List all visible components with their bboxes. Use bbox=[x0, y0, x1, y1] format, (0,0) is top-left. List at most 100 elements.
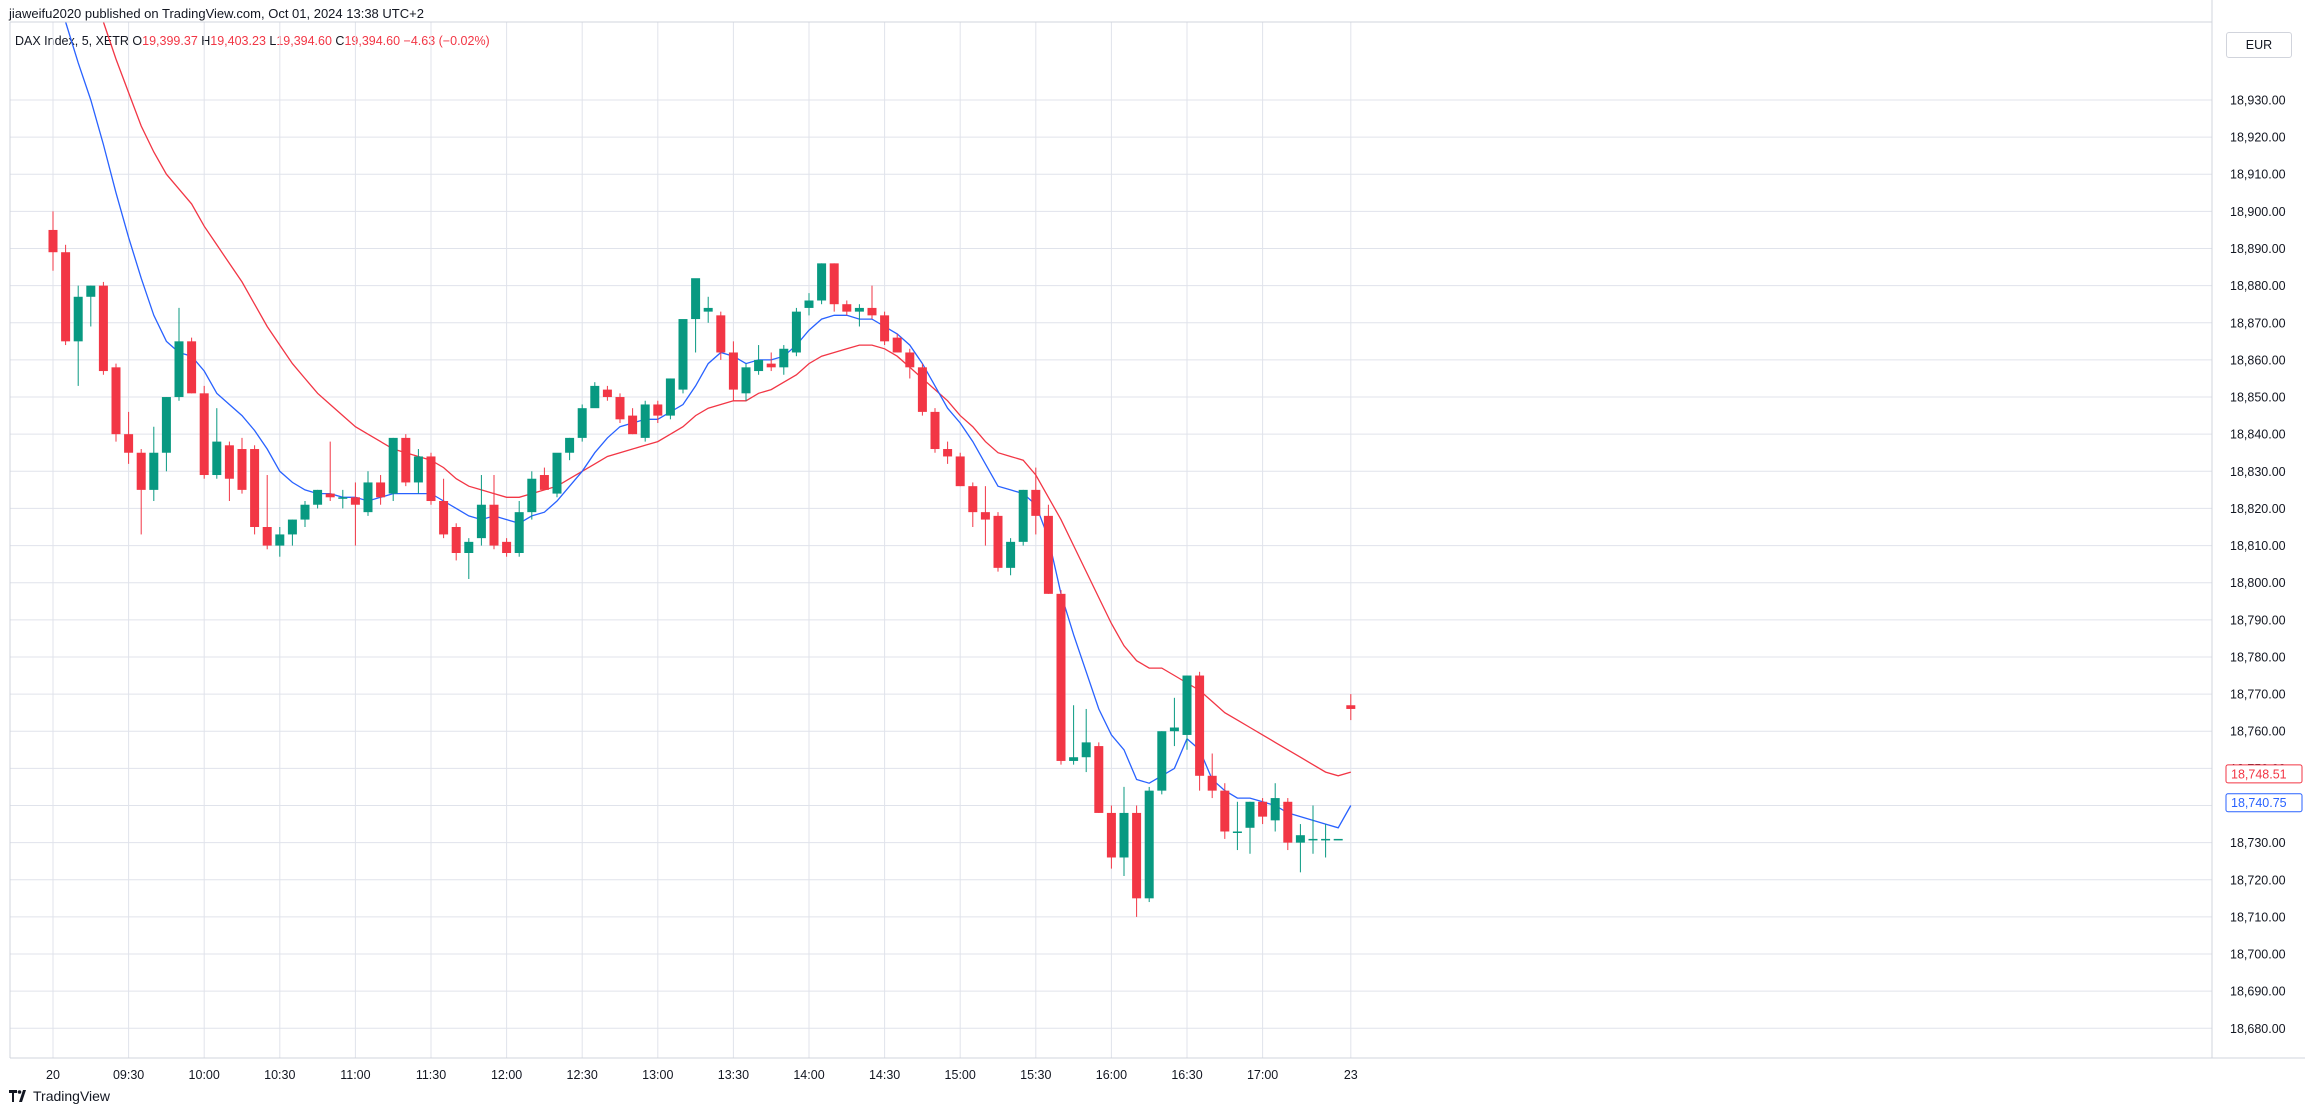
candle-up bbox=[1245, 801, 1255, 854]
price-chart[interactable]: 18,680.00 18,690.00 18,700.00 18,710.00 18,7… bbox=[0, 0, 2305, 1080]
candle-body bbox=[1031, 489, 1041, 516]
candle-body bbox=[1182, 675, 1192, 735]
y-tick-label: 18,840.00 bbox=[2230, 428, 2286, 442]
candle-body bbox=[1245, 801, 1255, 828]
candle-body bbox=[628, 415, 638, 435]
candle-down bbox=[880, 311, 890, 346]
candle-down bbox=[766, 352, 776, 372]
candle-body bbox=[300, 504, 310, 520]
candle-up bbox=[86, 285, 96, 327]
candle-down bbox=[124, 411, 134, 464]
candle-down bbox=[502, 538, 512, 557]
candle-down bbox=[993, 512, 1003, 572]
candle-body bbox=[325, 493, 335, 498]
candle-up bbox=[514, 501, 524, 557]
candle-body bbox=[439, 501, 449, 535]
candle-body bbox=[829, 263, 839, 305]
candle-body bbox=[237, 449, 247, 490]
open-value: 19,399.37 bbox=[142, 34, 198, 48]
candle-body bbox=[1195, 675, 1205, 776]
y-tick-label: 18,920.00 bbox=[2230, 131, 2286, 145]
x-tick-label: 15:30 bbox=[1020, 1068, 1051, 1080]
candle-down bbox=[262, 475, 272, 550]
candle-body bbox=[98, 285, 108, 372]
currency-button[interactable]: EUR bbox=[2226, 32, 2292, 58]
candle-body bbox=[678, 319, 688, 390]
candle-up bbox=[174, 307, 184, 401]
y-tick-label: 18,870.00 bbox=[2230, 316, 2286, 330]
candle-down bbox=[426, 452, 436, 505]
candle-down bbox=[1207, 753, 1217, 799]
candle-down bbox=[980, 486, 990, 546]
candle-body bbox=[930, 411, 940, 450]
y-tick-label: 18,790.00 bbox=[2230, 613, 2286, 627]
candle-body bbox=[48, 229, 58, 253]
candle-up bbox=[804, 293, 814, 316]
y-tick-label: 18,700.00 bbox=[2230, 948, 2286, 962]
candle-body bbox=[1006, 541, 1016, 568]
low-label: L bbox=[269, 34, 277, 48]
candle-down bbox=[716, 311, 726, 360]
candle-body bbox=[212, 441, 222, 476]
candle-down bbox=[1043, 504, 1053, 594]
candle-down bbox=[376, 475, 386, 505]
candle-body bbox=[149, 452, 159, 490]
tradingview-logo-icon bbox=[9, 1089, 29, 1105]
y-tick-label: 18,680.00 bbox=[2230, 1022, 2286, 1036]
candle-down bbox=[224, 441, 234, 502]
close-label: C bbox=[335, 34, 345, 48]
candle-up bbox=[779, 345, 789, 375]
candle-body bbox=[1308, 838, 1318, 841]
candle-up bbox=[640, 400, 650, 442]
candle-body bbox=[577, 408, 587, 438]
candle-up bbox=[552, 452, 562, 498]
candle-body bbox=[502, 541, 512, 553]
candle-body bbox=[313, 489, 323, 505]
candle-body bbox=[476, 504, 486, 539]
x-tick-label: 12:00 bbox=[491, 1068, 522, 1080]
candle-body bbox=[199, 393, 209, 476]
candle-body bbox=[980, 512, 990, 520]
y-tick-label: 18,860.00 bbox=[2230, 353, 2286, 367]
candle-up bbox=[590, 382, 600, 409]
y-tick-label: 18,730.00 bbox=[2230, 836, 2286, 850]
x-tick-label: 14:00 bbox=[793, 1068, 824, 1080]
open-label: O bbox=[132, 34, 143, 48]
candle-body bbox=[1346, 705, 1356, 709]
candle-up bbox=[73, 285, 83, 386]
candle-down bbox=[892, 333, 902, 353]
candle-down bbox=[1106, 805, 1116, 869]
candle-up bbox=[1157, 731, 1167, 795]
candle-body bbox=[388, 437, 398, 494]
candle-body bbox=[451, 527, 461, 553]
candle-body bbox=[880, 315, 890, 342]
x-tick-label: 14:30 bbox=[869, 1068, 900, 1080]
candle-down bbox=[325, 441, 335, 502]
y-tick-label: 18,690.00 bbox=[2230, 985, 2286, 999]
candle-body bbox=[1258, 801, 1268, 817]
fast-ma-price-label-box bbox=[2225, 793, 2303, 813]
candle-body bbox=[464, 541, 474, 553]
candle-down bbox=[187, 337, 197, 394]
tradingview-footer[interactable]: TradingView bbox=[9, 1088, 110, 1105]
candle-body bbox=[514, 512, 524, 553]
y-tick-label: 18,850.00 bbox=[2230, 391, 2286, 405]
candle-body bbox=[1321, 838, 1331, 841]
tradingview-brand: TradingView bbox=[33, 1088, 111, 1104]
candle-down bbox=[1094, 742, 1104, 813]
candle-down bbox=[539, 467, 549, 490]
candle-down bbox=[1346, 694, 1356, 721]
candle-down bbox=[1195, 671, 1205, 791]
candle-down bbox=[439, 478, 449, 539]
candle-down bbox=[1258, 798, 1268, 825]
candle-down bbox=[867, 285, 877, 320]
candle-up bbox=[363, 471, 373, 516]
candle-up bbox=[388, 437, 398, 502]
x-tick-label: 09:30 bbox=[113, 1068, 144, 1080]
candle-up bbox=[1081, 708, 1091, 773]
candle-up bbox=[691, 278, 701, 353]
candle-up bbox=[1295, 824, 1305, 873]
candle-body bbox=[1043, 515, 1053, 594]
candle-body bbox=[993, 515, 1003, 568]
y-tick-label: 18,720.00 bbox=[2230, 873, 2286, 887]
